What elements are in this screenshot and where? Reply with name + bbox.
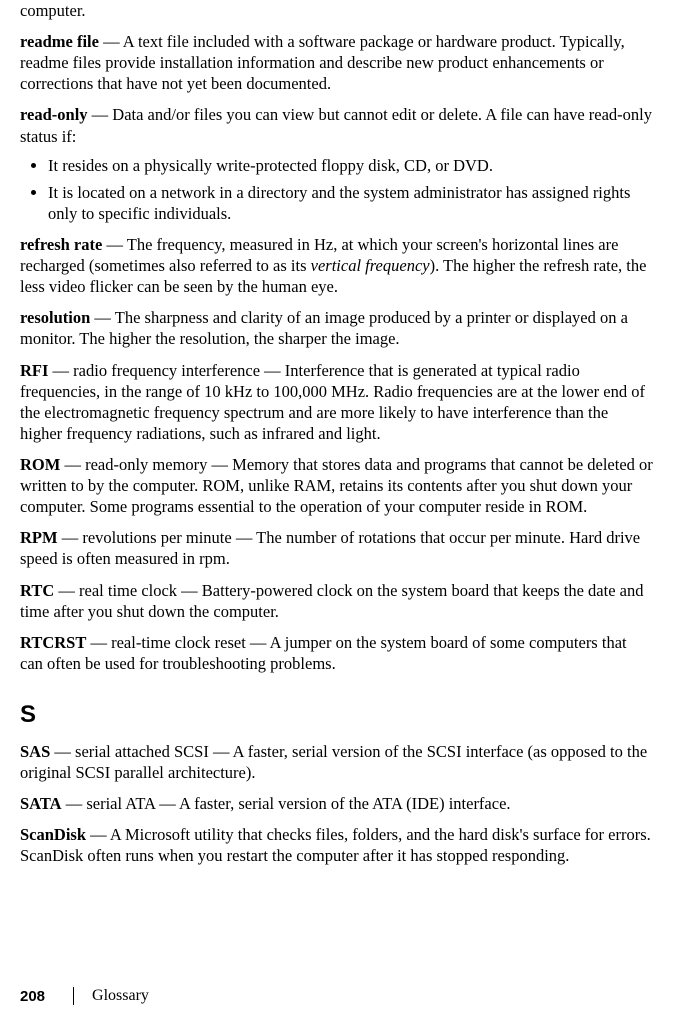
glossary-entry: ScanDisk — A Microsoft utility that chec… <box>20 824 653 866</box>
definition: — revolutions per minute — The number of… <box>20 528 640 568</box>
definition-italic: vertical frequency <box>311 256 430 275</box>
content: computer. readme file — A text file incl… <box>20 0 653 866</box>
list-item: It resides on a physically write-protect… <box>48 155 653 176</box>
glossary-entry: read-only — Data and/or files you can vi… <box>20 104 653 146</box>
list-item: It is located on a network in a director… <box>48 182 653 224</box>
glossary-entry: RTCRST — real-time clock reset — A jumpe… <box>20 632 653 674</box>
definition: — read-only memory — Memory that stores … <box>20 455 653 516</box>
glossary-entry: SATA — serial ATA — A faster, serial ver… <box>20 793 653 814</box>
glossary-entry: RFI — radio frequency interference — Int… <box>20 360 653 444</box>
definition: — A Microsoft utility that checks files,… <box>20 825 651 865</box>
bullet-list: It resides on a physically write-protect… <box>20 155 653 224</box>
footer-separator <box>73 987 74 1005</box>
footer: 208 Glossary <box>20 987 149 1005</box>
definition: — real-time clock reset — A jumper on th… <box>20 633 627 673</box>
term: resolution <box>20 308 90 327</box>
glossary-entry: RPM — revolutions per minute — The numbe… <box>20 527 653 569</box>
section-heading-s: S <box>20 700 653 731</box>
term: read-only <box>20 105 88 124</box>
definition: — Data and/or files you can view but can… <box>20 105 652 145</box>
glossary-entry: resolution — The sharpness and clarity o… <box>20 307 653 349</box>
term: RFI <box>20 361 48 380</box>
page: computer. readme file — A text file incl… <box>0 0 685 1027</box>
glossary-entry: SAS — serial attached SCSI — A faster, s… <box>20 741 653 783</box>
term: ScanDisk <box>20 825 86 844</box>
glossary-entry: refresh rate — The frequency, measured i… <box>20 234 653 297</box>
footer-label: Glossary <box>92 987 149 1005</box>
term: readme file <box>20 32 99 51</box>
term: RPM <box>20 528 58 547</box>
glossary-entry: RTC — real time clock — Battery-powered … <box>20 580 653 622</box>
term: RTC <box>20 581 54 600</box>
definition: — The sharpness and clarity of an image … <box>20 308 628 348</box>
term: SATA <box>20 794 62 813</box>
glossary-entry: ROM — read-only memory — Memory that sto… <box>20 454 653 517</box>
definition: — radio frequency interference — Interfe… <box>20 361 645 443</box>
term: ROM <box>20 455 60 474</box>
page-number: 208 <box>20 988 45 1005</box>
fragment-top: computer. <box>20 0 653 21</box>
term: RTCRST <box>20 633 86 652</box>
term: SAS <box>20 742 50 761</box>
definition: — serial ATA — A faster, serial version … <box>62 794 511 813</box>
term: refresh rate <box>20 235 102 254</box>
definition: — A text file included with a software p… <box>20 32 625 93</box>
glossary-entry: readme file — A text file included with … <box>20 31 653 94</box>
definition: — real time clock — Battery-powered cloc… <box>20 581 643 621</box>
definition: — serial attached SCSI — A faster, seria… <box>20 742 647 782</box>
